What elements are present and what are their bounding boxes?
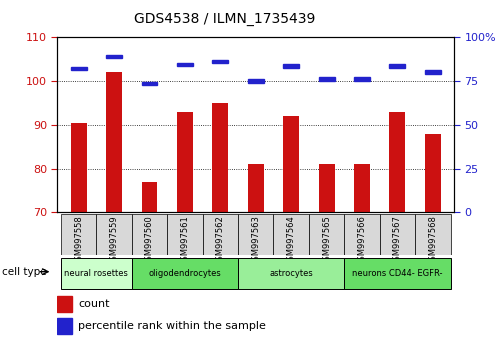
Bar xyxy=(283,116,299,212)
FancyBboxPatch shape xyxy=(203,214,238,255)
Text: GSM997565: GSM997565 xyxy=(322,215,331,266)
FancyBboxPatch shape xyxy=(167,214,203,255)
Text: GSM997561: GSM997561 xyxy=(181,215,190,266)
Text: GSM997563: GSM997563 xyxy=(251,215,260,266)
Text: GSM997566: GSM997566 xyxy=(357,215,366,266)
Text: oligodendrocytes: oligodendrocytes xyxy=(149,269,221,278)
FancyBboxPatch shape xyxy=(238,214,273,255)
FancyBboxPatch shape xyxy=(273,214,309,255)
Text: GSM997559: GSM997559 xyxy=(110,215,119,266)
FancyBboxPatch shape xyxy=(380,214,415,255)
Bar xyxy=(142,82,158,85)
FancyBboxPatch shape xyxy=(61,214,96,255)
FancyBboxPatch shape xyxy=(238,258,344,289)
Bar xyxy=(213,60,228,63)
Bar xyxy=(425,133,441,212)
Text: GSM997567: GSM997567 xyxy=(393,215,402,266)
Bar xyxy=(106,55,122,58)
Bar xyxy=(177,112,193,212)
Text: neurons CD44- EGFR-: neurons CD44- EGFR- xyxy=(352,269,443,278)
Text: GDS4538 / ILMN_1735439: GDS4538 / ILMN_1735439 xyxy=(134,12,315,27)
Text: GSM997560: GSM997560 xyxy=(145,215,154,266)
FancyBboxPatch shape xyxy=(309,214,344,255)
Text: percentile rank within the sample: percentile rank within the sample xyxy=(78,321,266,331)
Bar xyxy=(318,78,334,81)
Text: GSM997562: GSM997562 xyxy=(216,215,225,266)
Text: astrocytes: astrocytes xyxy=(269,269,313,278)
Bar xyxy=(389,64,405,68)
Bar xyxy=(213,103,228,212)
Bar xyxy=(283,64,299,68)
Bar xyxy=(354,164,370,212)
Bar xyxy=(248,79,263,83)
FancyBboxPatch shape xyxy=(344,214,380,255)
Bar xyxy=(177,63,193,66)
Bar xyxy=(57,318,72,334)
Bar xyxy=(71,67,87,70)
Text: GSM997564: GSM997564 xyxy=(286,215,296,266)
Bar xyxy=(318,164,334,212)
FancyBboxPatch shape xyxy=(415,214,451,255)
Text: neural rosettes: neural rosettes xyxy=(64,269,128,278)
FancyBboxPatch shape xyxy=(96,214,132,255)
Bar xyxy=(354,78,370,81)
Bar xyxy=(106,72,122,212)
Text: count: count xyxy=(78,298,110,309)
FancyBboxPatch shape xyxy=(61,258,132,289)
Text: GSM997558: GSM997558 xyxy=(74,215,83,266)
FancyBboxPatch shape xyxy=(132,258,238,289)
Text: GSM997568: GSM997568 xyxy=(428,215,437,266)
Bar xyxy=(248,164,263,212)
Bar xyxy=(389,112,405,212)
FancyBboxPatch shape xyxy=(132,214,167,255)
Bar xyxy=(425,70,441,74)
Bar xyxy=(57,296,72,312)
Bar xyxy=(71,122,87,212)
Bar xyxy=(142,182,158,212)
Text: cell type: cell type xyxy=(2,267,47,277)
FancyBboxPatch shape xyxy=(344,258,451,289)
